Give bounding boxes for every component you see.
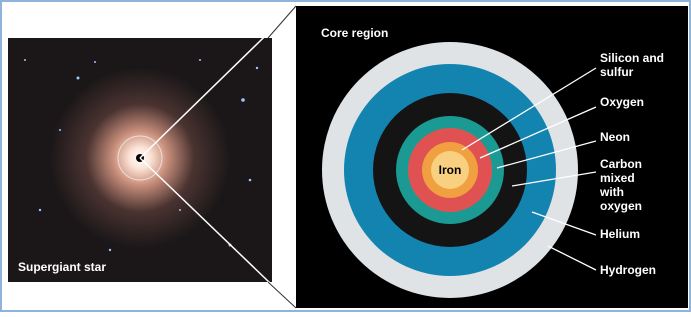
center-label: Iron xyxy=(439,163,462,177)
panel-title: Core region xyxy=(321,26,388,40)
diagram: Supergiant star Core region Iron Silicon… xyxy=(0,0,691,312)
layer-label: Oxygen xyxy=(600,95,644,109)
label-line: oxygen xyxy=(600,199,642,213)
label-line: Oxygen xyxy=(600,95,644,109)
label-line: Hydrogen xyxy=(600,263,656,277)
layer-label: Hydrogen xyxy=(600,263,656,277)
layer-label: Helium xyxy=(600,227,640,241)
label-line: Helium xyxy=(600,227,640,241)
label-line: with xyxy=(599,185,624,199)
star-label: Supergiant star xyxy=(18,260,106,274)
label-line: Neon xyxy=(600,130,630,144)
label-line: sulfur xyxy=(600,65,634,79)
label-line: mixed xyxy=(600,171,635,185)
label-line: Carbon xyxy=(600,157,642,171)
layer-label: Neon xyxy=(600,130,630,144)
label-line: Silicon and xyxy=(600,51,664,65)
